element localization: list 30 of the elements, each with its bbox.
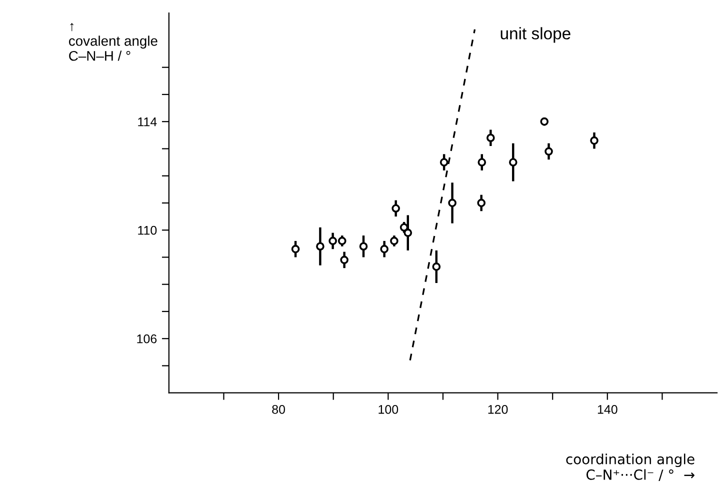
point: [392, 204, 400, 213]
point: [328, 236, 337, 246]
point: [340, 256, 348, 264]
y-tick-label: 114: [138, 118, 157, 126]
series-label: unit slope: [500, 27, 570, 43]
x-tick-label: 100: [378, 404, 398, 414]
point: [432, 262, 441, 271]
point: [478, 158, 486, 166]
point: [359, 242, 368, 251]
point: [404, 228, 412, 237]
y-axis-title: ↑ covalent angle C–N–H / °: [68, 22, 158, 61]
point: [590, 136, 598, 145]
point: [508, 158, 518, 166]
point: [477, 198, 486, 208]
point: [440, 158, 448, 166]
x-tick-label: 120: [488, 404, 508, 414]
point: [291, 244, 300, 254]
point: [540, 117, 549, 126]
x-tick-label: 80: [272, 404, 286, 414]
point: [486, 134, 495, 142]
point: [544, 147, 553, 156]
point: [380, 244, 388, 254]
point: [390, 236, 398, 246]
x-axis-title: coordination angle C–N⁺···Cl⁻ / ° →: [566, 454, 694, 482]
point: [316, 242, 324, 251]
x-tick-label: 140: [598, 404, 618, 414]
y-tick-label: 106: [137, 334, 157, 344]
y-tick-label: 110: [138, 226, 157, 235]
point: [448, 198, 456, 208]
point: [338, 236, 346, 246]
